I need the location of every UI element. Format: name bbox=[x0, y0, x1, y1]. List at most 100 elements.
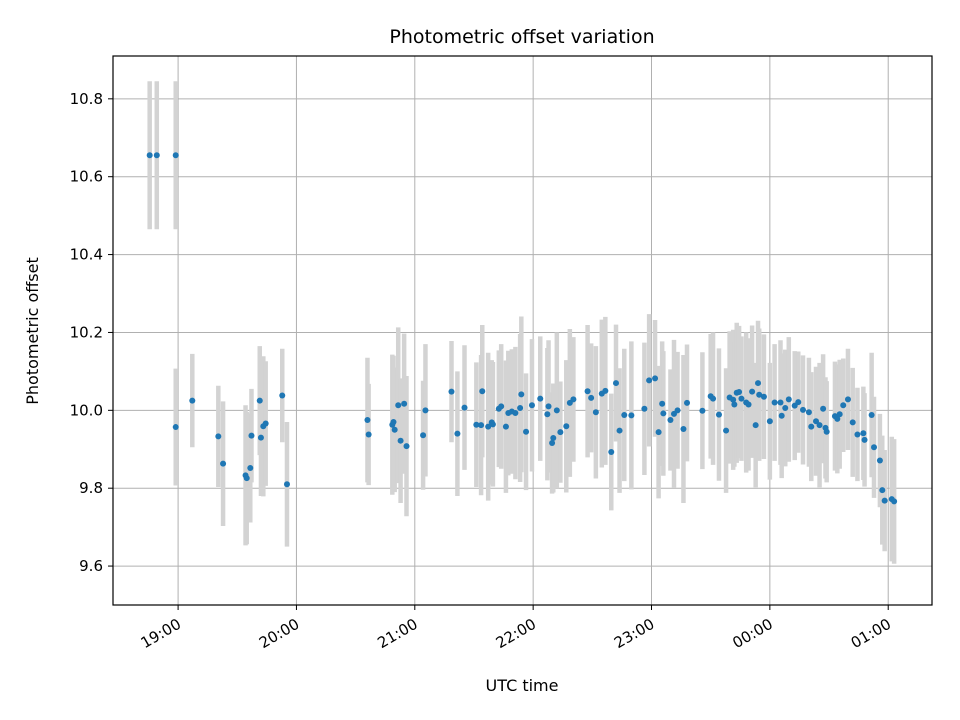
data-point bbox=[667, 417, 674, 424]
data-point bbox=[731, 401, 738, 408]
data-point bbox=[680, 426, 687, 433]
data-point bbox=[247, 464, 254, 471]
data-point bbox=[401, 400, 408, 407]
data-point bbox=[215, 433, 222, 440]
data-point bbox=[808, 423, 815, 430]
data-point bbox=[766, 418, 773, 425]
data-point bbox=[736, 389, 743, 396]
data-point bbox=[813, 418, 820, 425]
data-point bbox=[146, 152, 153, 159]
data-point bbox=[279, 392, 286, 399]
data-point bbox=[738, 395, 745, 402]
data-point bbox=[674, 407, 681, 414]
data-point bbox=[545, 403, 552, 410]
data-point bbox=[570, 396, 577, 403]
data-point bbox=[489, 421, 496, 428]
data-point bbox=[528, 402, 535, 409]
y-axis-title: Photometric offset bbox=[23, 257, 42, 405]
y-tick-label: 10.6 bbox=[70, 168, 103, 186]
data-point bbox=[172, 424, 179, 431]
data-point bbox=[485, 423, 492, 430]
data-point bbox=[602, 387, 609, 394]
data-point bbox=[799, 406, 806, 413]
data-point bbox=[834, 415, 841, 422]
data-point bbox=[646, 377, 653, 384]
data-point bbox=[659, 400, 666, 407]
data-point bbox=[881, 497, 888, 504]
data-point bbox=[752, 422, 759, 429]
data-point bbox=[537, 395, 544, 402]
data-point bbox=[785, 396, 792, 403]
data-point bbox=[879, 487, 886, 494]
data-point bbox=[805, 409, 812, 416]
data-point bbox=[723, 427, 730, 434]
data-point bbox=[550, 434, 557, 441]
data-point bbox=[628, 412, 635, 419]
data-point bbox=[403, 443, 410, 450]
y-tick-label: 9.6 bbox=[79, 557, 103, 575]
data-point bbox=[749, 388, 756, 395]
y-tick-label: 9.8 bbox=[79, 479, 103, 497]
data-point bbox=[655, 429, 662, 436]
data-point bbox=[518, 391, 525, 398]
data-point bbox=[544, 411, 551, 418]
data-point bbox=[820, 405, 827, 412]
data-point bbox=[608, 448, 615, 455]
data-point bbox=[422, 407, 429, 414]
data-point bbox=[660, 410, 667, 417]
data-point bbox=[563, 423, 570, 430]
data-point bbox=[840, 402, 847, 409]
x-axis-title: UTC time bbox=[486, 676, 559, 695]
data-point bbox=[584, 388, 591, 395]
data-point bbox=[523, 428, 530, 435]
data-point bbox=[715, 411, 722, 418]
data-point bbox=[473, 421, 480, 428]
data-point bbox=[256, 397, 263, 404]
data-point bbox=[391, 426, 398, 433]
data-point bbox=[512, 410, 519, 417]
data-point bbox=[621, 411, 628, 418]
data-point bbox=[172, 152, 179, 159]
data-point bbox=[479, 388, 486, 395]
data-point bbox=[616, 427, 623, 434]
data-point bbox=[364, 417, 371, 424]
data-point bbox=[771, 399, 778, 406]
data-point bbox=[517, 404, 524, 411]
data-point bbox=[243, 475, 250, 482]
data-point bbox=[420, 432, 427, 439]
plot-area-frame bbox=[112, 55, 933, 606]
chart-title: Photometric offset variation bbox=[389, 26, 654, 48]
data-point bbox=[592, 409, 599, 416]
y-tick-label: 10.8 bbox=[70, 90, 103, 108]
y-axis-ticks: 9.6 9.8 10.0 10.2 10.4 10.6 10.8 bbox=[70, 90, 113, 575]
data-point bbox=[641, 405, 648, 412]
data-point bbox=[891, 498, 898, 505]
data-point bbox=[588, 394, 595, 401]
data-point bbox=[262, 420, 269, 427]
data-point bbox=[836, 411, 843, 418]
data-point bbox=[557, 429, 564, 436]
data-point bbox=[868, 411, 875, 418]
data-point bbox=[454, 430, 461, 437]
data-point bbox=[816, 422, 823, 429]
data-point bbox=[390, 419, 397, 425]
data-point bbox=[461, 404, 468, 411]
y-tick-label: 10.4 bbox=[70, 246, 103, 264]
data-point bbox=[854, 431, 861, 438]
data-point bbox=[710, 395, 717, 402]
data-point bbox=[283, 481, 290, 488]
data-point bbox=[257, 434, 264, 441]
data-point bbox=[553, 407, 560, 414]
data-point bbox=[860, 430, 867, 437]
y-tick-label: 10.0 bbox=[70, 401, 103, 419]
data-point bbox=[861, 436, 868, 443]
data-point bbox=[684, 399, 691, 406]
data-point bbox=[755, 380, 762, 387]
data-point bbox=[778, 412, 785, 419]
data-point bbox=[782, 404, 789, 411]
data-point bbox=[220, 460, 227, 467]
data-point bbox=[795, 399, 802, 406]
data-point bbox=[153, 152, 160, 159]
data-point bbox=[745, 401, 752, 408]
data-point bbox=[397, 437, 404, 444]
